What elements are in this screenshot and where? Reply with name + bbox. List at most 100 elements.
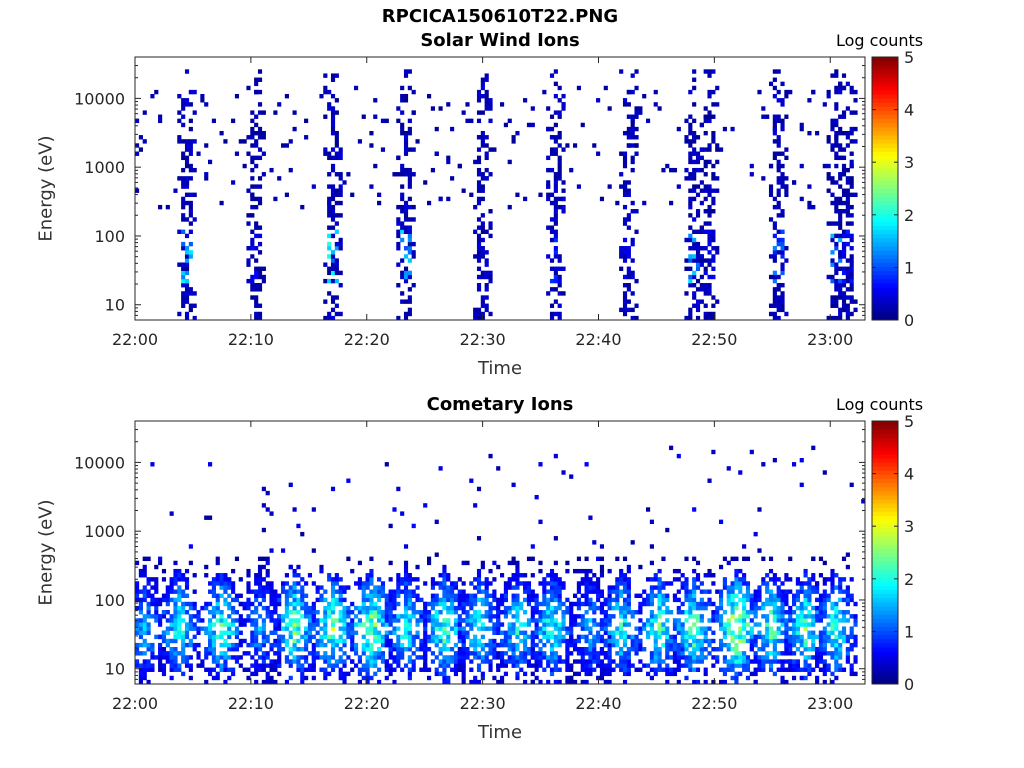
heatmap-cell [519, 573, 524, 578]
heatmap-cell [388, 593, 393, 598]
heatmap-cell [745, 610, 751, 615]
heatmap-cell [415, 618, 420, 623]
heatmap-cell [784, 638, 789, 644]
heatmap-cell [619, 667, 624, 672]
heatmap-cell [246, 151, 251, 156]
heatmap-cell [638, 610, 643, 615]
heatmap-cell [730, 589, 735, 594]
heatmap-cell [138, 671, 143, 677]
heatmap-cell [492, 560, 497, 566]
heatmap-cell [204, 564, 209, 570]
heatmap-cell [815, 610, 820, 615]
heatmap-cell [630, 159, 635, 165]
heatmap-cell [776, 589, 781, 594]
heatmap-cell [196, 663, 201, 668]
heatmap-cell [188, 303, 193, 308]
heatmap-cell [177, 118, 182, 124]
heatmap-cell [692, 291, 697, 296]
heatmap-cell [238, 655, 243, 660]
heatmap-cell [261, 503, 266, 508]
heatmap-cell [473, 204, 478, 210]
heatmap-cell [592, 667, 597, 672]
heatmap-cell [473, 577, 478, 582]
heatmap-cell [669, 445, 674, 451]
heatmap-cell [246, 568, 251, 574]
heatmap-cell [692, 77, 697, 82]
heatmap-cell [642, 589, 647, 594]
heatmap-cell [181, 167, 186, 173]
heatmap-cell [453, 622, 459, 627]
heatmap-cell [419, 618, 424, 623]
heatmap-cell [638, 110, 643, 115]
heatmap-cell [173, 626, 178, 631]
heatmap-cell [204, 679, 209, 685]
heatmap-cell [350, 634, 355, 640]
heatmap-cell [350, 601, 355, 607]
heatmap-cell [288, 593, 293, 598]
heatmap-cell [238, 601, 243, 607]
heatmap-cell [496, 618, 501, 623]
heatmap-cell [788, 605, 793, 611]
heatmap-cell [596, 577, 601, 582]
heatmap-cell [257, 311, 263, 317]
heatmap-cell [292, 622, 297, 627]
heatmap-cell [300, 585, 305, 590]
heatmap-cell [841, 303, 847, 308]
heatmap-cell [776, 151, 781, 156]
heatmap-cell [488, 118, 493, 124]
heatmap-cell [476, 237, 482, 243]
heatmap-cell [753, 634, 758, 640]
heatmap-cell [845, 659, 850, 664]
heatmap-cell [657, 581, 662, 586]
heatmap-cell [411, 254, 416, 259]
heatmap-cell [204, 655, 209, 660]
heatmap-cell [480, 295, 485, 300]
heatmap-cell [622, 258, 628, 263]
heatmap-cell [484, 659, 489, 664]
heatmap-cell [626, 299, 631, 304]
heatmap-cell [692, 507, 697, 512]
heatmap-cell [830, 679, 835, 685]
heatmap-cell [188, 200, 193, 206]
heatmap-cell [484, 295, 489, 300]
heatmap-cell [757, 597, 762, 603]
heatmap-cell [553, 585, 558, 590]
heatmap-cell [707, 69, 712, 74]
heatmap-cell [749, 601, 754, 607]
heatmap-cell [377, 638, 382, 644]
heatmap-cell [208, 667, 213, 672]
heatmap-cell [653, 634, 658, 640]
heatmap-cell [369, 655, 374, 660]
heatmap-cell [273, 626, 278, 631]
heatmap-cell [772, 593, 777, 598]
heatmap-cell [342, 589, 347, 594]
heatmap-cell [607, 663, 612, 668]
heatmap-cell [573, 601, 578, 607]
heatmap-cell [688, 246, 693, 251]
heatmap-cell [146, 589, 151, 594]
heatmap-cell [726, 597, 731, 603]
heatmap-cell [184, 663, 190, 668]
heatmap-cell [807, 634, 812, 640]
colorbar-swatch [872, 184, 898, 189]
heatmap-cell [561, 180, 566, 185]
heatmap-cell [784, 184, 789, 189]
heatmap-cell [284, 589, 289, 594]
x-tick-label: 22:50 [691, 330, 737, 349]
heatmap-cell [373, 114, 378, 119]
heatmap-cell [734, 601, 739, 607]
heatmap-cell [580, 601, 585, 607]
heatmap-cell [738, 597, 743, 603]
heatmap-cell [327, 634, 332, 640]
heatmap-cell [573, 618, 578, 623]
heatmap-cell [354, 642, 359, 648]
heatmap-cell [265, 507, 270, 512]
heatmap-cell [780, 618, 785, 623]
heatmap-cell [181, 217, 186, 222]
heatmap-cell [231, 568, 236, 574]
heatmap-cell [254, 573, 259, 578]
heatmap-cell [742, 655, 747, 660]
heatmap-cell [146, 577, 151, 582]
heatmap-cell [772, 651, 777, 656]
